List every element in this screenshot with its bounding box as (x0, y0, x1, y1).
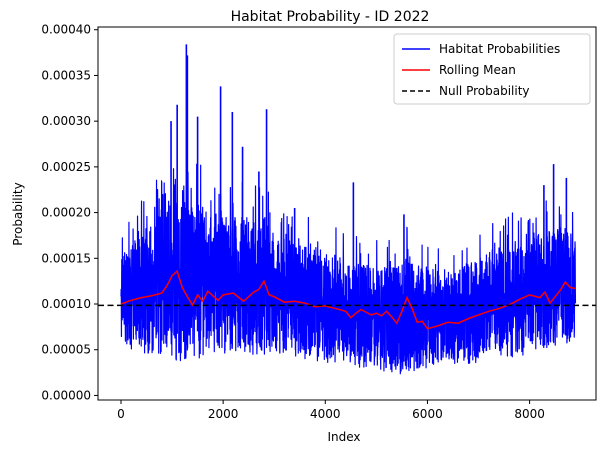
y-tick-label: 0.00000 (41, 388, 91, 402)
rolling-mean-line (120, 269, 576, 330)
habitat-probabilities-line (120, 163, 577, 375)
y-axis: 0.00000 0.00005 0.00010 0.00015 0.00020 0.000… (41, 23, 98, 402)
y-tick-label: 0.00015 (41, 251, 91, 265)
legend-frame (393, 33, 591, 105)
series-layer (98, 44, 596, 375)
y-tick-label: 0.00010 (41, 297, 91, 311)
plot-frame (97, 26, 597, 401)
y-tick-label: 0.00035 (41, 68, 91, 82)
y-tick-label: 0.00025 (41, 160, 91, 174)
y-tick-label: 0.00005 (41, 343, 91, 357)
y-tick-label: 0.00040 (41, 23, 91, 37)
legend: Habitat Probabilities Rolling Mean Null … (393, 33, 591, 105)
x-tick-label: 6000 (412, 407, 443, 421)
x-tick-label: 0 (117, 407, 125, 421)
x-axis-label: Index (327, 430, 360, 444)
x-tick-label: 2000 (208, 407, 239, 421)
x-axis: 0 2000 4000 6000 8000 (117, 400, 545, 421)
y-axis-label: Probability (11, 182, 25, 245)
legend-label-habitat: Habitat Probabilities (439, 42, 560, 56)
plot-area (97, 26, 597, 401)
y-tick-label: 0.00020 (41, 206, 91, 220)
x-tick-label: 4000 (310, 407, 341, 421)
legend-label-null-probability: Null Probability (439, 84, 530, 98)
chart-title: Habitat Probability - ID 2022 (231, 9, 430, 25)
legend-label-rolling-mean: Rolling Mean (439, 63, 516, 77)
y-tick-label: 0.00030 (41, 114, 91, 128)
x-tick-label: 8000 (514, 407, 545, 421)
